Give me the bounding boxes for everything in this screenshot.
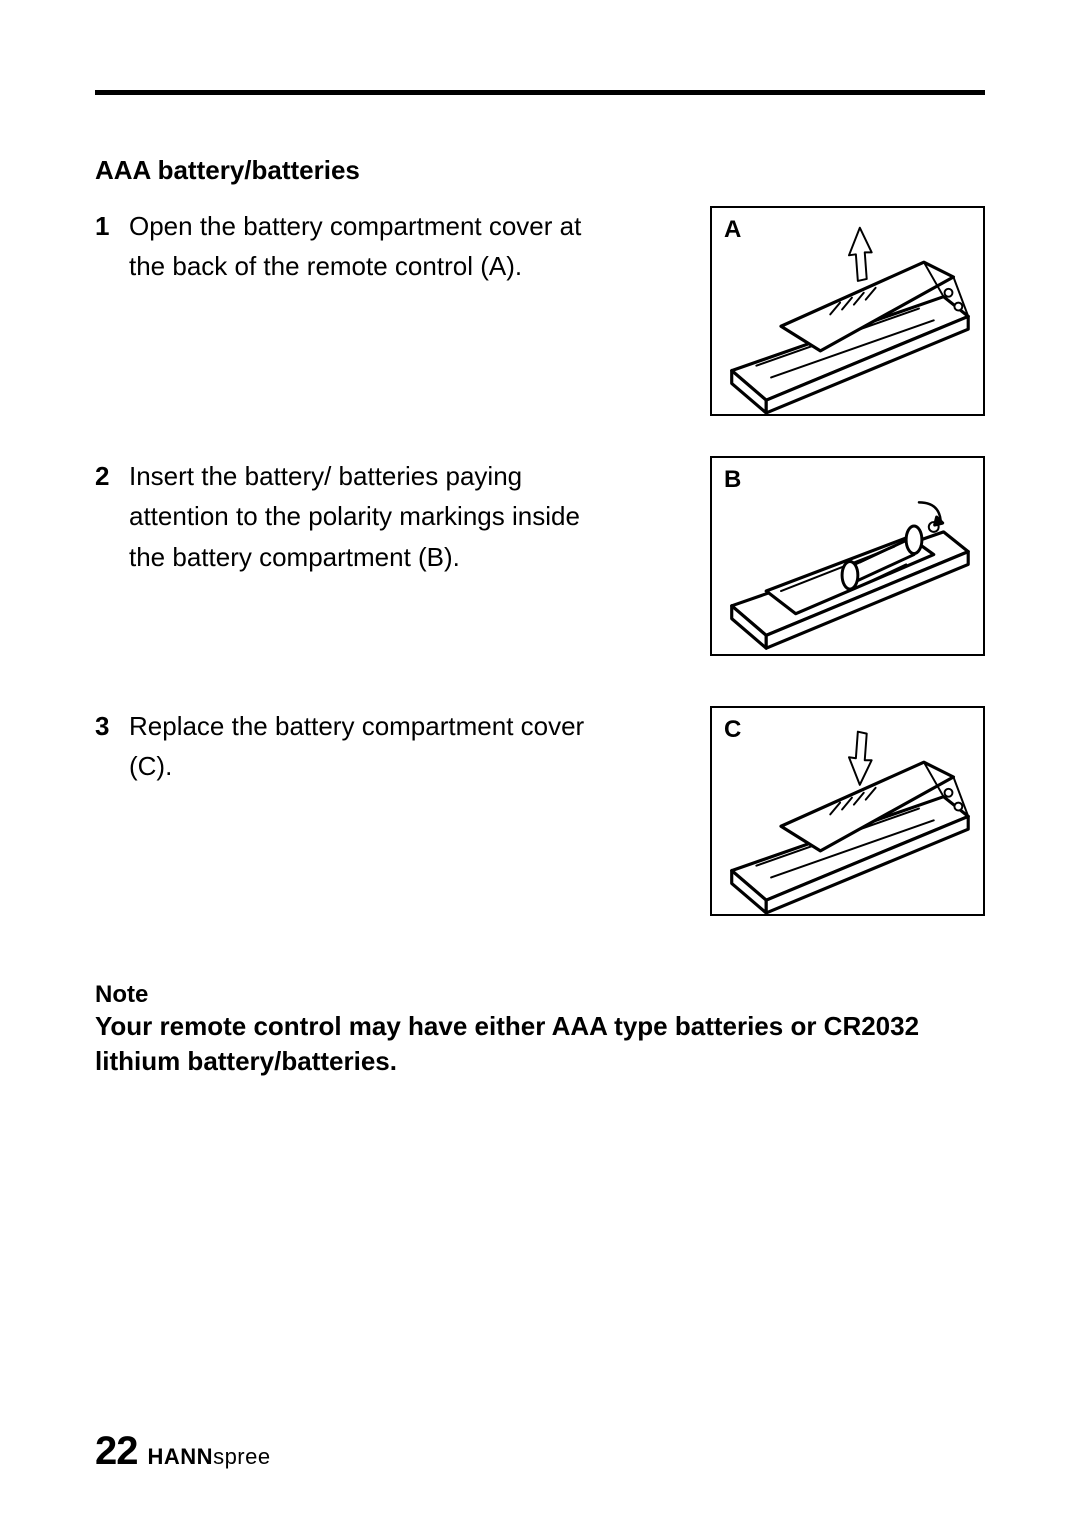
section-heading: AAA battery/batteries — [95, 155, 985, 186]
step-3: 3 Replace the battery compartment cover … — [95, 706, 985, 931]
page: AAA battery/batteries 1 Open the battery… — [0, 0, 1080, 1529]
note-block: Note Your remote control may have either… — [95, 981, 985, 1079]
brand-logo: HANNspree — [148, 1444, 271, 1470]
note-text: Your remote control may have either AAA … — [95, 1009, 985, 1079]
step-2: 2 Insert the battery/ batteries paying a… — [95, 456, 985, 686]
figure-a: A — [710, 206, 985, 416]
step-number: 3 — [95, 706, 129, 746]
figure-b: B — [710, 456, 985, 656]
step-text: Replace the battery compartment cover (C… — [129, 706, 589, 787]
step-text: Open the battery compartment cover at th… — [129, 206, 589, 287]
remote-open-cover-icon — [712, 208, 983, 415]
rule-top — [95, 90, 985, 95]
brand-light: spree — [213, 1444, 271, 1469]
figure-label: B — [724, 466, 741, 494]
figure-c: C — [710, 706, 985, 916]
step-number: 1 — [95, 206, 129, 246]
page-footer: 22 HANNspree — [95, 1429, 271, 1474]
figure-label: A — [724, 216, 741, 244]
remote-insert-battery-icon — [712, 458, 983, 655]
remote-close-cover-icon — [712, 708, 983, 915]
brand-bold: HANN — [148, 1444, 214, 1469]
figure-label: C — [724, 716, 741, 744]
content-area: AAA battery/batteries 1 Open the battery… — [95, 155, 985, 1079]
page-number: 22 — [95, 1429, 138, 1474]
step-text: Insert the battery/ batteries paying att… — [129, 456, 589, 577]
note-label: Note — [95, 981, 985, 1009]
step-number: 2 — [95, 456, 129, 496]
step-1: 1 Open the battery compartment cover at … — [95, 206, 985, 436]
